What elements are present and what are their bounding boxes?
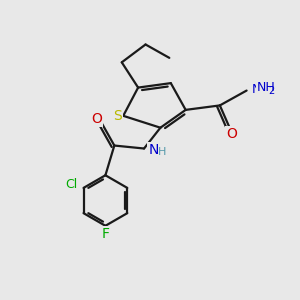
Text: H: H: [158, 147, 166, 157]
Text: 2: 2: [268, 85, 274, 96]
Text: F: F: [101, 227, 110, 241]
Text: O: O: [226, 127, 237, 141]
Text: NH: NH: [252, 82, 271, 96]
Text: S: S: [113, 109, 122, 123]
Text: Cl: Cl: [65, 178, 77, 191]
Text: N: N: [148, 143, 159, 157]
Text: O: O: [91, 112, 102, 126]
Text: NH: NH: [257, 81, 276, 94]
Text: 2: 2: [270, 84, 278, 94]
